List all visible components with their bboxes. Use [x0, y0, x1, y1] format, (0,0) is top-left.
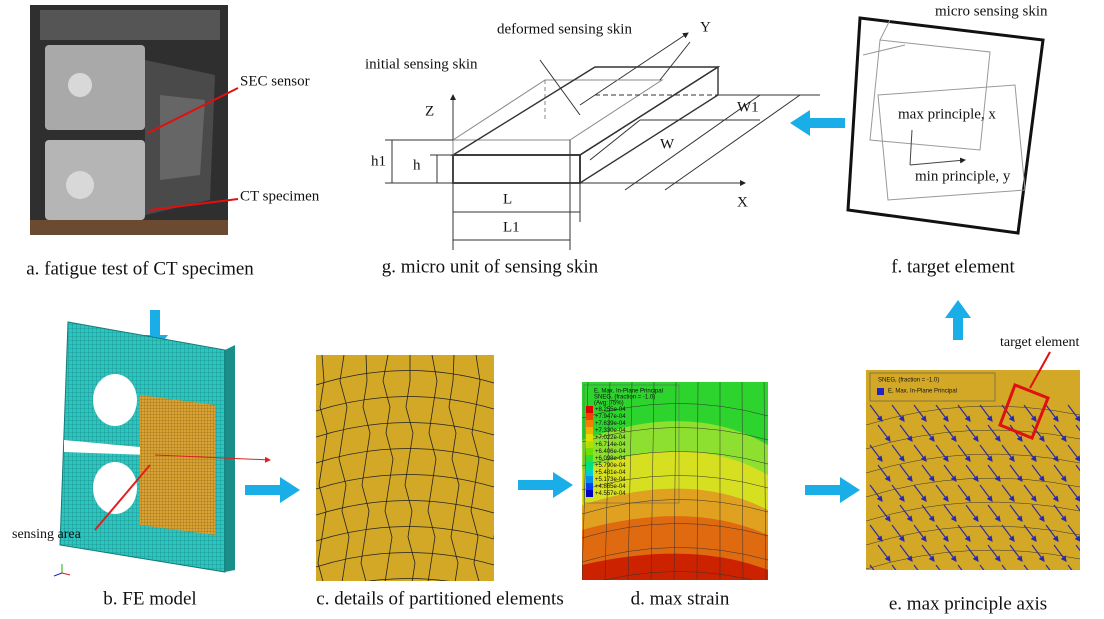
dimension-label: W1	[737, 99, 759, 115]
dimension-label: W	[660, 136, 675, 152]
legend-swatch	[586, 490, 593, 497]
flow-arrows	[142, 110, 971, 503]
axis-label: X	[737, 194, 748, 210]
legend-swatch	[586, 462, 593, 469]
principal-axis-plot	[866, 370, 1088, 593]
legend-swatch	[586, 406, 593, 413]
label: min principle, y	[915, 168, 1011, 184]
photo-fatigue-test	[30, 5, 228, 235]
axis-label: Y	[700, 19, 711, 35]
label: target element	[1000, 335, 1080, 350]
legend-value: +5.173e-04	[595, 477, 626, 483]
legend-value: +8.255e-04	[595, 407, 626, 413]
legend-value: +4.865e-04	[595, 484, 626, 490]
legend-swatch	[586, 483, 593, 490]
fe-model	[54, 322, 270, 576]
legend-value: +7.022e-04	[595, 435, 626, 441]
figure: SEC sensor CT specimen a. fatigue test o…	[0, 0, 1104, 619]
axis-label: Z	[425, 103, 434, 119]
mesh-line	[866, 574, 1080, 593]
legend-swatch	[586, 469, 593, 476]
label: initial sensing skin	[365, 56, 478, 72]
legend-value: +6.714e-04	[595, 442, 626, 448]
caption: g. micro unit of sensing skin	[382, 256, 599, 277]
dimension-label: L1	[503, 219, 520, 235]
dimension-label: h1	[371, 153, 386, 169]
legend-swatch	[586, 441, 593, 448]
label: CT specimen	[240, 188, 320, 204]
legend-swatch	[586, 434, 593, 441]
legend-value: +6.098e-04	[595, 456, 626, 462]
label: max principle, x	[898, 106, 996, 122]
mesh-detail	[316, 355, 503, 593]
target-element-diagram	[848, 18, 1043, 233]
caption: d. max strain	[631, 588, 730, 609]
legend-value: +5.790e-04	[595, 463, 626, 469]
legend-swatch	[586, 427, 593, 434]
legend-swatch	[877, 388, 884, 395]
legend-value: +6.406e-04	[595, 449, 626, 455]
legend-value: +7.947e-04	[595, 414, 626, 420]
legend-value: +7.330e-04	[595, 428, 626, 434]
legend-title: SNEG, (fraction = -1.0)	[878, 378, 939, 384]
label: deformed sensing skin	[497, 21, 632, 37]
legend-swatch	[586, 413, 593, 420]
legend-note: (Avg: 75%)	[594, 401, 624, 407]
legend-entry: E, Max. In-Plane Principal	[888, 389, 957, 395]
legend-swatch	[586, 448, 593, 455]
legend-swatch	[586, 420, 593, 427]
legend-swatch	[586, 476, 593, 483]
caption: e. max principle axis	[889, 593, 1047, 614]
caption: f. target element	[891, 256, 1015, 277]
label: micro sensing skin	[935, 3, 1048, 19]
dimension-label: h	[413, 157, 421, 173]
caption: b. FE model	[103, 588, 196, 609]
legend-value: +7.639e-04	[595, 421, 626, 427]
label: SEC sensor	[240, 73, 310, 89]
label: sensing area	[12, 527, 82, 542]
dimension-label: L	[503, 191, 512, 207]
legend-swatch	[586, 455, 593, 462]
legend-value: +5.481e-04	[595, 470, 626, 476]
mesh-line	[494, 355, 503, 589]
caption: c. details of partitioned elements	[316, 588, 563, 609]
caption: a. fatigue test of CT specimen	[26, 258, 254, 279]
legend-value: +4.557e-04	[595, 491, 626, 497]
